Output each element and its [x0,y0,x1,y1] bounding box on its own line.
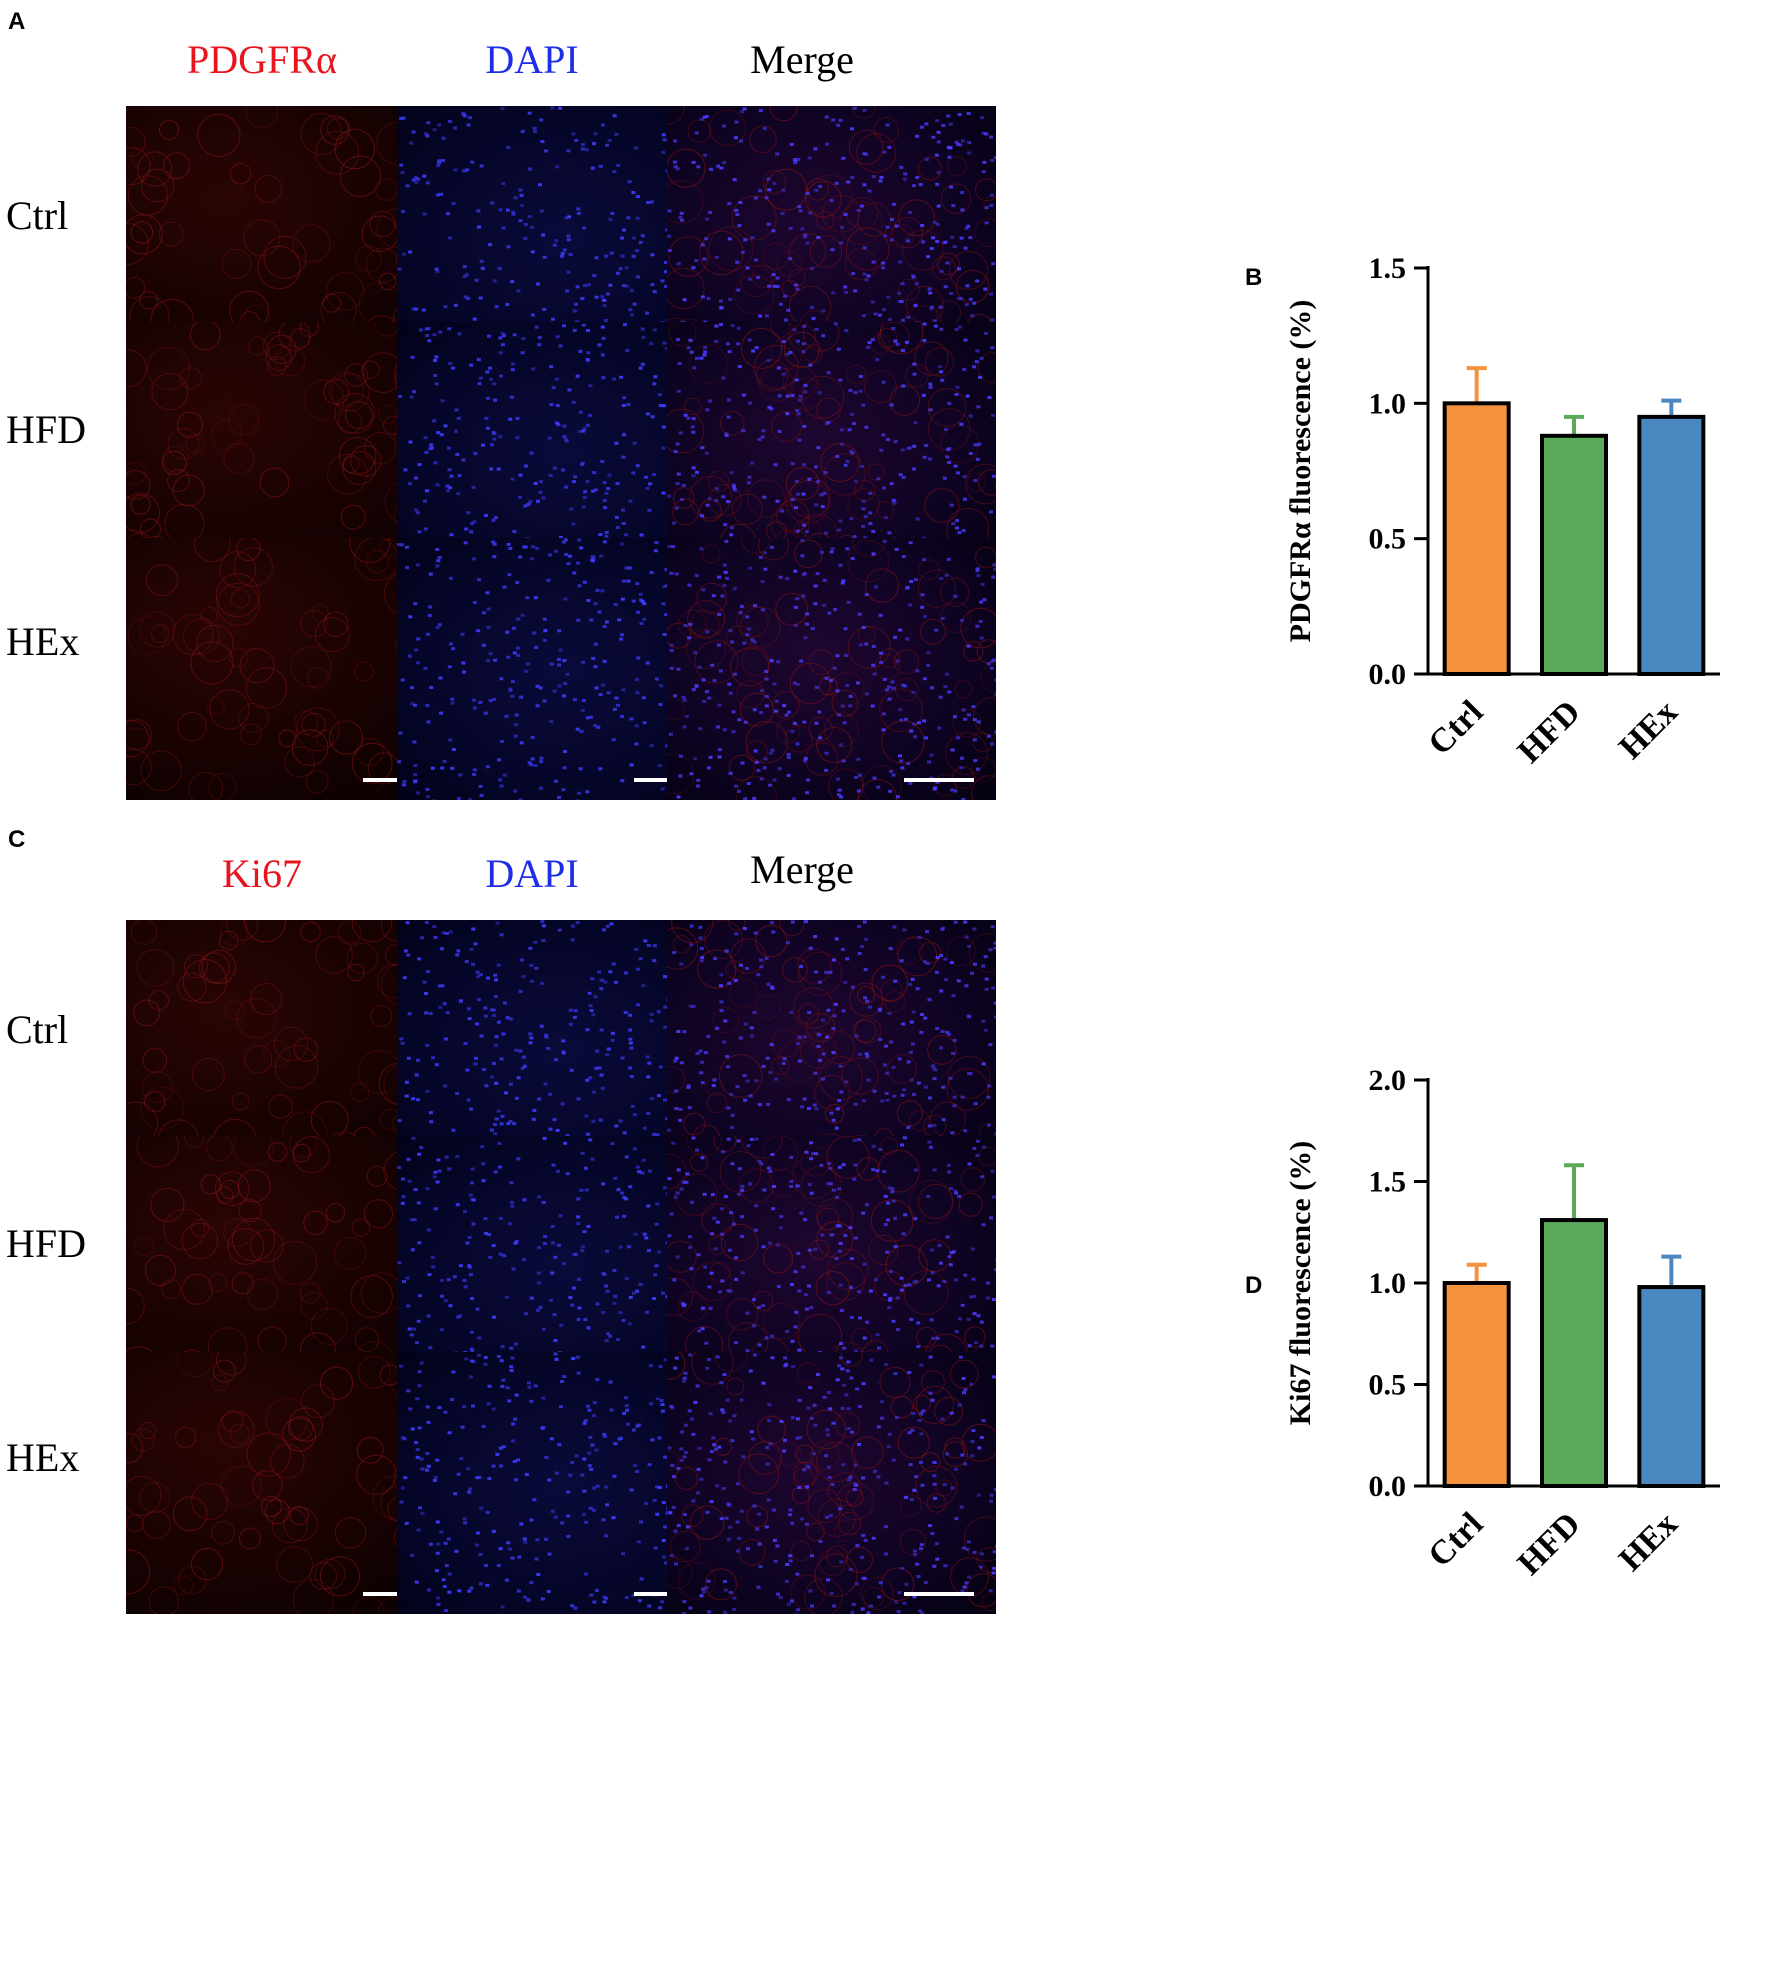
chart-b-pdgfra: 0.0 0.5 1.0 1.5 PDGFRα fluorescence (%) Ctrl H… [1284,252,1720,770]
nuclei-texture [397,920,726,1182]
row-label-c-ctrl: Ctrl [6,1007,69,1052]
micrograph-a-merge-hex [667,538,996,800]
row-label-a-hex: HEx [6,619,80,664]
row-label-a-hfd: HFD [6,407,87,452]
y-tick-label: 1.5 [1369,252,1407,285]
y-axis-label: Ki67 fluorescence (%) [1284,1141,1317,1425]
col-head-c-3: Merge [750,847,854,892]
nuclei-texture [397,1136,726,1398]
bar-hex [1637,414,1706,676]
bar-hfd [1540,433,1608,676]
y-tick-label: 0.5 [1369,1369,1407,1402]
row-label-a-ctrl: Ctrl [6,193,69,238]
y-tick-label: 0.0 [1369,658,1407,691]
y-tick-label: 0.5 [1369,523,1407,556]
x-tick-label: HEx [1612,693,1685,766]
membrane-texture [667,538,996,800]
membrane-texture [667,1352,996,1614]
x-tick-label: HEx [1612,1505,1685,1578]
y-axis-label: PDGFRα fluorescence (%) [1284,300,1317,643]
bar-ctrl [1442,401,1511,676]
y-tick-label: 0.0 [1369,1470,1407,1503]
row-label-c-hex: HEx [6,1435,80,1480]
bar-ctrl [1442,1281,1511,1488]
col-head-a-3: Merge [750,37,854,82]
y-tick-label: 1.5 [1369,1166,1407,1199]
x-tick-label: Ctrl [1421,1505,1490,1574]
nuclei-texture [667,1353,996,1614]
x-tick-label: HFD [1511,1505,1588,1582]
panel-letter-a: A [8,8,26,35]
row-label-c-hfd: HFD [6,1221,87,1266]
panel-letter-b: B [1245,264,1263,291]
micrograph-c-merge-hex [667,1352,996,1614]
y-tick-label: 1.0 [1369,1267,1407,1300]
panel-letter-d: D [1245,1272,1263,1299]
col-head-c-2: DAPI [485,851,579,896]
x-tick-label: HFD [1511,693,1588,770]
panel-letter-c: C [8,826,26,853]
chart-d-ki67: 0.0 0.5 1.0 1.5 2.0 Ki67 fluorescence (%) Ctrl… [1284,1064,1720,1582]
y-tick-label: 1.0 [1369,387,1407,420]
scale-bar [904,778,974,782]
nuclei-texture [667,539,996,800]
col-head-c-1: Ki67 [222,851,302,896]
col-head-a-2: DAPI [485,37,579,82]
x-tick-label: Ctrl [1421,693,1490,762]
scale-bar [904,1592,974,1596]
y-tick-label: 2.0 [1369,1064,1407,1097]
bar-hfd [1540,1218,1608,1488]
bar-hex [1637,1285,1706,1488]
col-head-a-1: PDGFRα [187,37,337,82]
